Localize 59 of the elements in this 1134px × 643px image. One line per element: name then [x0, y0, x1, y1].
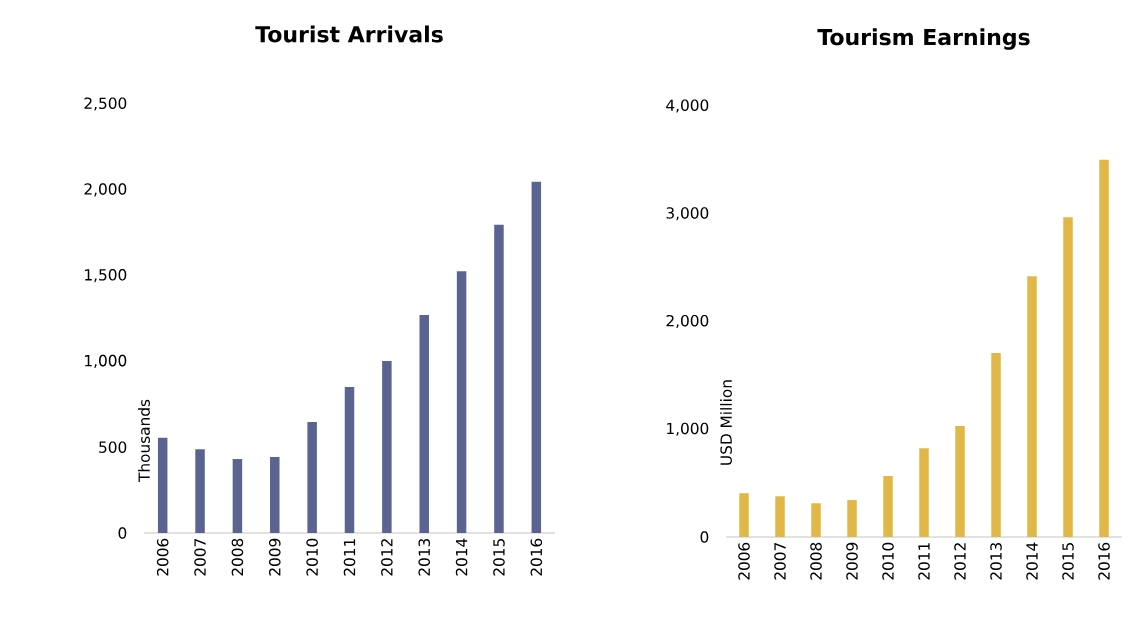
bar: [991, 352, 1001, 537]
chart-title: Tourism Earnings: [817, 28, 1030, 50]
x-tick-label: 2007: [194, 539, 206, 576]
bar: [195, 449, 205, 533]
chart-title: Tourist Arrivals: [255, 25, 443, 43]
x-tick-label: 2013: [418, 538, 431, 576]
bar: [456, 271, 467, 533]
bar: [739, 493, 749, 537]
y-tick-label: 3,000: [666, 207, 709, 221]
x-tick-label: 2014: [1026, 542, 1038, 580]
bar: [531, 181, 542, 533]
x-tick-label: 2016: [1098, 542, 1110, 580]
x-tick-label: 2011: [343, 539, 356, 576]
bar: [307, 421, 317, 533]
bar: [270, 456, 280, 533]
x-tick-label: 2006: [156, 538, 169, 576]
y-tick-label: 4,000: [666, 99, 709, 113]
x-tick-label: 2013: [990, 542, 1002, 580]
y-tick-label: 1,000: [667, 422, 709, 436]
bar: [232, 459, 243, 533]
x-tick-label: 2015: [1062, 543, 1074, 580]
x-tick-label: 2010: [306, 538, 318, 576]
bar: [847, 500, 857, 537]
bar: [919, 448, 929, 537]
x-tick-label: 2014: [455, 538, 468, 576]
y-axis-title: Thousands: [138, 399, 150, 483]
bar: [955, 426, 965, 537]
bar: [883, 476, 893, 537]
bar: [382, 361, 392, 533]
x-tick-label: 2008: [810, 542, 822, 580]
y-tick-label: 2,500: [84, 97, 127, 111]
y-tick-label: 0: [118, 527, 127, 539]
bar: [344, 386, 355, 533]
x-tick-label: 2012: [381, 539, 393, 576]
y-tick-label: 2,000: [666, 314, 709, 329]
x-tick-label: 2008: [231, 538, 244, 576]
x-tick-label: 2011: [918, 543, 930, 580]
x-tick-label: 2015: [493, 539, 505, 576]
bar: [1063, 217, 1073, 537]
x-tick-label: 2016: [530, 538, 543, 576]
y-axis-title: USD Million: [720, 380, 732, 465]
bar: [775, 496, 785, 537]
bar: [1099, 159, 1109, 537]
y-tick-label: 1,000: [85, 354, 127, 368]
x-tick-label: 2006: [738, 542, 750, 580]
y-tick-label: 1,500: [85, 269, 127, 283]
x-tick-label: 2010: [882, 542, 894, 580]
x-tick-label: 2009: [846, 542, 858, 580]
x-tick-label: 2012: [954, 543, 966, 580]
y-tick-label: 0: [700, 531, 709, 543]
y-tick-label: 2,000: [84, 183, 127, 197]
bar: [157, 437, 168, 533]
x-tick-label: 2007: [774, 543, 786, 580]
y-tick-label: 500: [99, 441, 127, 453]
bar: [494, 224, 504, 533]
bar: [811, 503, 821, 537]
bar: [1027, 276, 1037, 537]
x-tick-label: 2009: [268, 538, 281, 576]
bar: [419, 315, 429, 533]
